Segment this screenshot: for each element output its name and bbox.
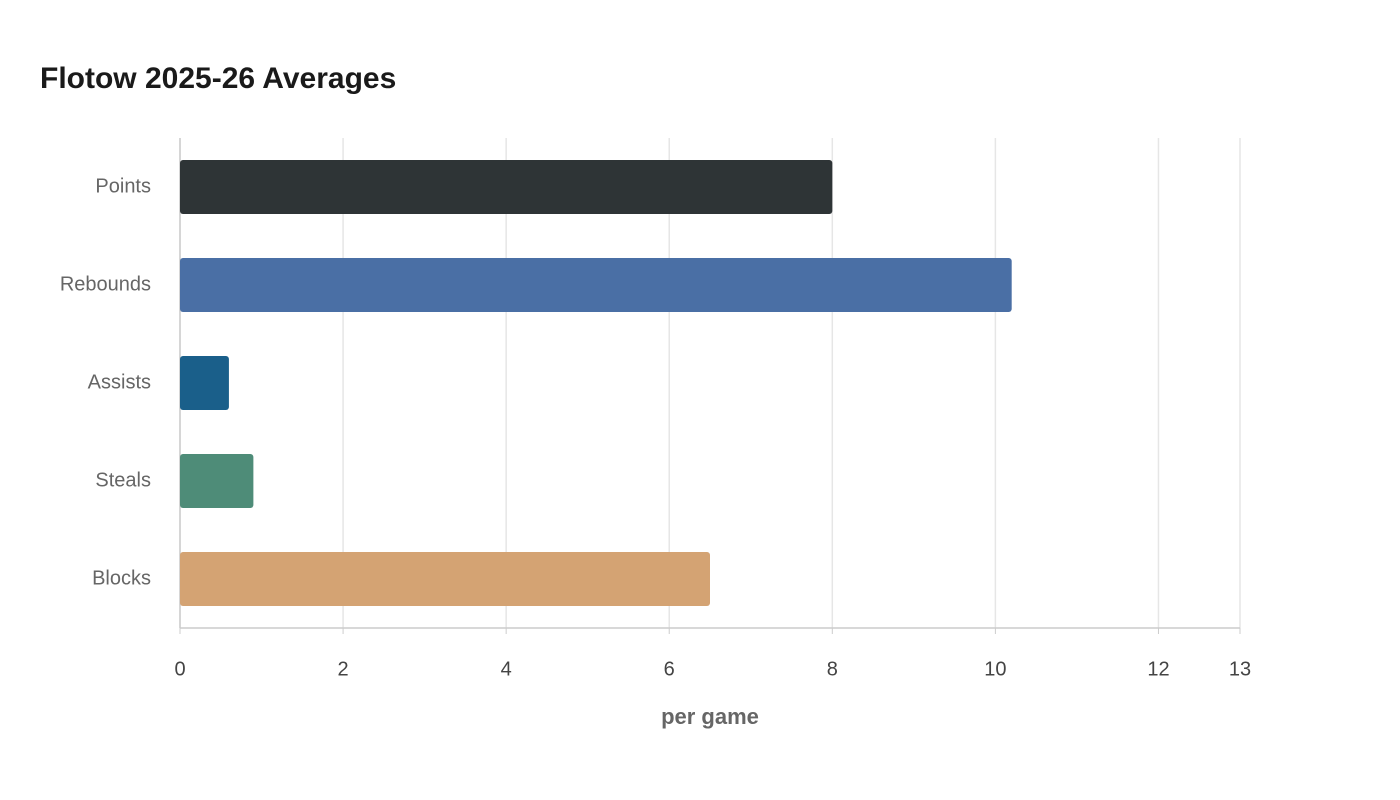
y-tick-label: Rebounds xyxy=(60,273,151,295)
y-tick-label: Points xyxy=(95,175,151,197)
bar xyxy=(180,258,1012,312)
bar xyxy=(180,552,710,606)
x-tick-label: 2 xyxy=(338,658,349,680)
y-tick-label: Assists xyxy=(88,371,151,393)
chart-title: Flotow 2025-26 Averages xyxy=(40,62,396,95)
y-tick-label: Steals xyxy=(95,469,151,491)
x-tick-label: 4 xyxy=(501,658,512,680)
x-axis-label: per game xyxy=(661,704,759,729)
bar xyxy=(180,160,833,214)
bar xyxy=(180,454,254,508)
x-tick-label: 8 xyxy=(827,658,838,680)
bar xyxy=(180,356,229,410)
x-tick-label: 0 xyxy=(174,658,185,680)
x-tick-label: 6 xyxy=(664,658,675,680)
x-tick-label: 10 xyxy=(984,658,1006,680)
y-tick-label: Blocks xyxy=(92,567,151,589)
x-tick-label: 13 xyxy=(1229,658,1251,680)
x-tick-label: 12 xyxy=(1147,658,1169,680)
